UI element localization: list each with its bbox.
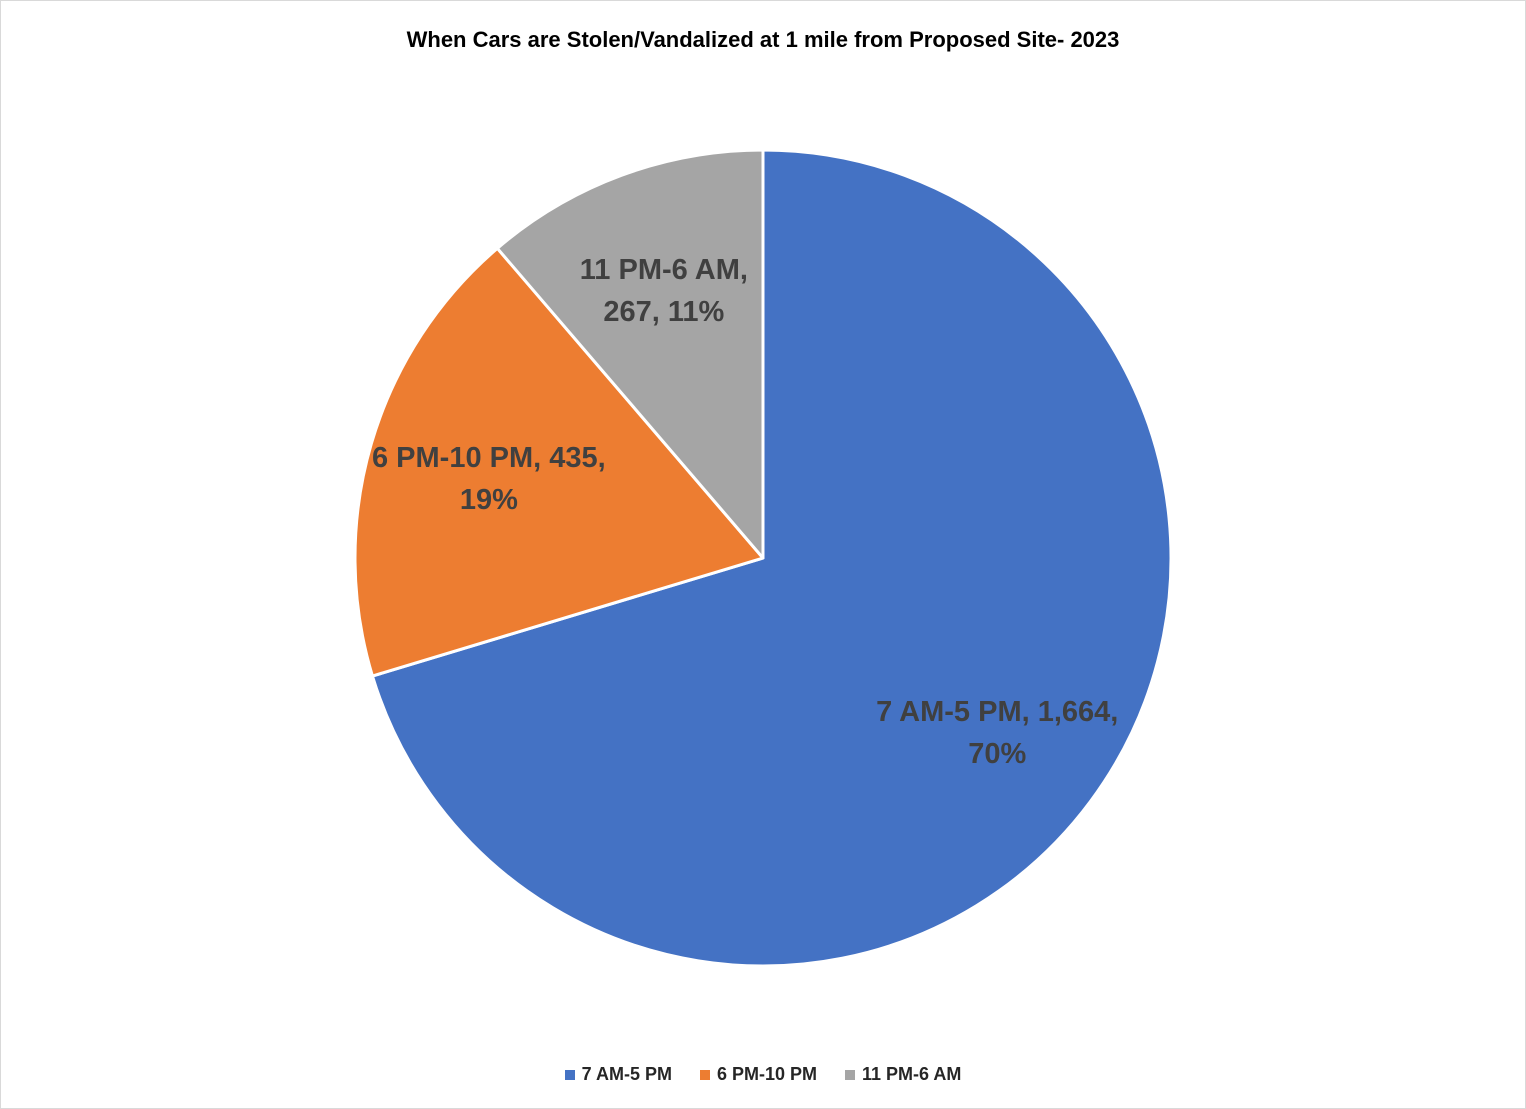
legend-item-7am-5pm: 7 AM-5 PM bbox=[564, 1064, 672, 1085]
legend-swatch-11pm-6am bbox=[845, 1069, 855, 1080]
legend-item-6pm-10pm: 6 PM-10 PM bbox=[699, 1064, 817, 1085]
legend-label-6pm-10pm: 6 PM-10 PM bbox=[716, 1064, 817, 1084]
legend-label-7am-5pm: 7 AM-5 PM bbox=[581, 1064, 672, 1084]
pie-slice-7am-5pm bbox=[370, 148, 1173, 968]
data-label-7am-5pm: 7 AM-5 PM, 1,664, 70% bbox=[876, 696, 1118, 770]
legend: 7 AM-5 PM 6 PM-10 PM 11 PM-6 AM bbox=[1, 1064, 1525, 1085]
legend-swatch-6pm-10pm bbox=[699, 1069, 710, 1080]
legend-label-11pm-6am: 11 PM-6 AM bbox=[862, 1064, 962, 1084]
data-label-11pm-6am: 11 PM-6 AM, 267, 11% bbox=[580, 254, 748, 328]
legend-item-11pm-6am: 11 PM-6 AM bbox=[845, 1064, 961, 1085]
legend-swatch-7am-5pm bbox=[564, 1069, 575, 1080]
data-label-6pm-10pm: 6 PM-10 PM, 435, 19% bbox=[372, 442, 606, 516]
pie-slice-11pm-6am bbox=[495, 148, 765, 560]
chart-title: When Cars are Stolen/Vandalized at 1 mil… bbox=[406, 27, 1120, 52]
pie-slice-6pm-10pm bbox=[353, 246, 765, 678]
